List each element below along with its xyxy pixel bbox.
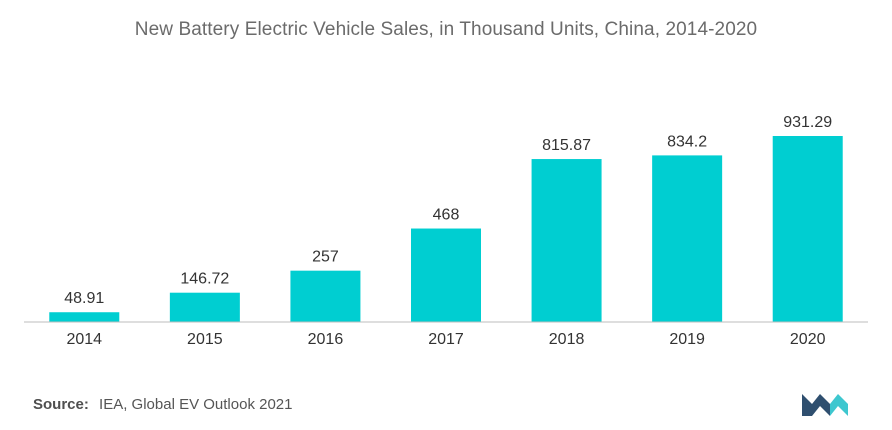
bar-2018 [531,159,602,322]
bar-2015 [169,292,240,322]
x-tick-label-2017: 2017 [428,331,464,348]
bar-2020 [772,136,843,322]
value-label-2016: 257 [312,249,339,266]
x-tick-labels-group: 2014 2015 2016 2017 2018 2019 2020 [66,331,825,348]
value-label-2018: 815.87 [542,137,591,154]
bar-2016 [290,270,361,322]
source-prefix: Source: [33,396,89,413]
x-tick-label-2016: 2016 [308,331,344,348]
source-note: Source: IEA, Global EV Outlook 2021 [33,396,292,413]
value-label-2019: 834.2 [667,133,707,150]
x-tick-label-2018: 2018 [549,331,585,348]
value-label-2015: 146.72 [180,271,229,288]
mordor-intelligence-logo-icon [802,394,848,416]
chart-title: New Battery Electric Vehicle Sales, in T… [134,19,758,40]
value-labels-group: 48.91 146.72 257 468 815.87 834.2 931.29 [64,114,832,307]
bars-group [49,136,843,322]
x-tick-label-2014: 2014 [66,331,102,348]
x-tick-label-2015: 2015 [187,331,223,348]
bar-2014 [49,312,120,322]
source-text: IEA, Global EV Outlook 2021 [99,396,293,413]
value-label-2017: 468 [433,207,460,224]
x-tick-label-2019: 2019 [669,331,705,348]
value-label-2020: 931.29 [783,114,832,131]
bar-2017 [411,228,481,322]
x-tick-label-2020: 2020 [790,331,826,348]
value-label-2014: 48.91 [64,290,104,307]
bar-2019 [652,155,723,322]
